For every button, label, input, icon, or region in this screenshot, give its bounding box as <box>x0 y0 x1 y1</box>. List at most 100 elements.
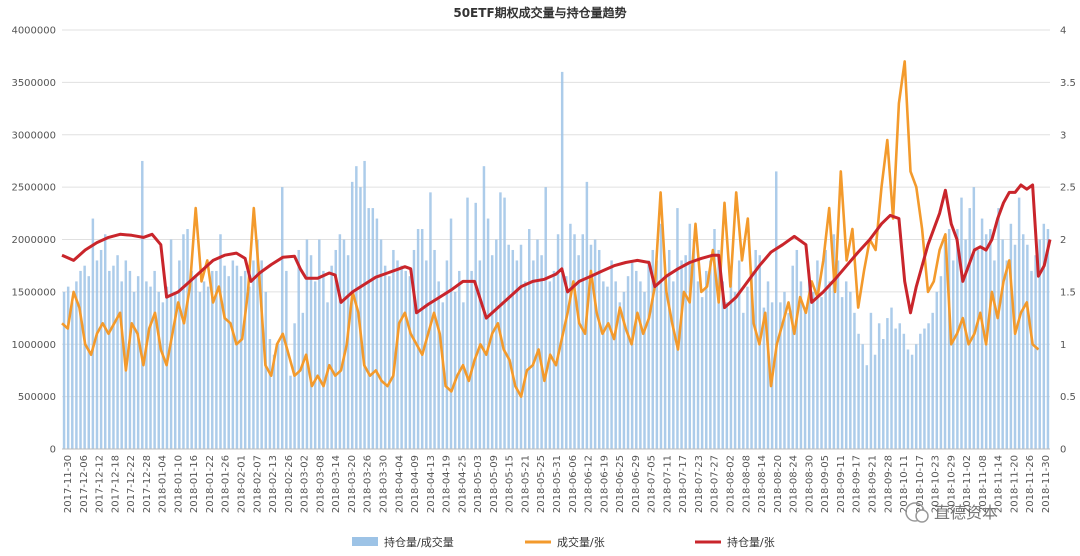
bar-190 <box>844 281 848 449</box>
bar-9 <box>99 249 103 449</box>
bar-86 <box>416 229 420 449</box>
bar-24 <box>161 302 165 449</box>
bar-188 <box>836 260 840 449</box>
bar-131 <box>602 281 605 449</box>
x-tick-label-5: 2017-12-28 <box>142 455 153 513</box>
x-tick-label-7: 2018-01-10 <box>173 455 184 513</box>
x-tick-label-33: 2018-06-12 <box>584 455 595 513</box>
volume-line <box>61 60 1040 398</box>
bar-235 <box>1030 270 1033 449</box>
bar-40 <box>227 276 230 449</box>
x-tick-label-18: 2018-03-20 <box>347 455 358 513</box>
bar-134 <box>614 281 617 449</box>
bar-230 <box>1009 223 1013 449</box>
bar-150 <box>680 260 683 449</box>
left-tick-label-6: 3000000 <box>11 130 56 141</box>
x-tick-label-46: 2018-08-24 <box>789 455 800 513</box>
bar-66 <box>334 249 337 449</box>
x-tick-label-20: 2018-03-30 <box>378 455 389 513</box>
bar-138 <box>630 260 634 449</box>
bar-62 <box>318 239 321 449</box>
bar-193 <box>857 333 860 449</box>
bar-70 <box>350 181 354 449</box>
bar-6 <box>87 276 90 449</box>
bar-91 <box>437 281 440 449</box>
bar-82 <box>400 265 403 449</box>
line-series <box>61 60 1052 398</box>
bar-225 <box>989 229 992 449</box>
bar-109 <box>511 249 515 449</box>
bar-114 <box>532 260 535 449</box>
x-tick-label-49: 2018-09-11 <box>836 455 847 513</box>
bar-126 <box>581 234 584 449</box>
x-tick-label-50: 2018-09-17 <box>852 455 863 513</box>
bar-157 <box>709 260 712 449</box>
bar-236 <box>1034 255 1037 449</box>
bar-227 <box>997 208 1000 449</box>
right-axis: 0 0.5 1 1.5 2 2.5 3 3.5 4 <box>1060 26 1076 456</box>
x-tick-label-41: 2018-07-27 <box>710 455 721 513</box>
x-tick-label-61: 2018-11-26 <box>1025 455 1036 513</box>
bar-123 <box>569 223 572 449</box>
x-tick-label-6: 2018-01-04 <box>158 455 169 513</box>
bar-95 <box>453 291 457 449</box>
bar-56 <box>293 323 296 449</box>
x-tick-label-2: 2017-12-12 <box>95 455 106 513</box>
x-tick-label-60: 2018-11-20 <box>1009 455 1020 513</box>
bar-43 <box>239 276 243 449</box>
bar-208 <box>919 333 922 449</box>
bar-76 <box>375 218 379 449</box>
bar-147 <box>667 249 671 449</box>
bar-185 <box>824 249 827 449</box>
bar-146 <box>663 270 667 449</box>
x-tick-label-62: 2018-11-30 <box>1041 455 1052 513</box>
bar-98 <box>466 197 469 449</box>
x-tick-label-11: 2018-02-01 <box>237 455 248 513</box>
bar-209 <box>923 328 926 449</box>
x-tick-label-17: 2018-03-14 <box>331 455 342 513</box>
bar-130 <box>597 249 601 449</box>
bar-207 <box>914 344 918 449</box>
bar-202 <box>894 328 897 449</box>
bar-234 <box>1026 244 1029 449</box>
x-tick-label-39: 2018-07-17 <box>678 455 689 513</box>
legend: 持仓量/成交量 成交量/张 持仓量/张 <box>352 535 775 549</box>
bar-28 <box>178 260 181 449</box>
bar-33 <box>198 291 202 449</box>
bar-78 <box>383 265 387 449</box>
bar-205 <box>906 349 910 449</box>
left-tick-label-7: 3500000 <box>11 78 56 89</box>
bar-171 <box>766 281 770 449</box>
bar-204 <box>902 333 906 449</box>
x-tick-label-27: 2018-05-09 <box>489 455 500 513</box>
bar-170 <box>762 307 766 449</box>
left-tick-label-3: 1500000 <box>11 287 56 298</box>
bar-4 <box>79 270 82 449</box>
x-tick-label-35: 2018-06-25 <box>615 455 626 513</box>
bar-145 <box>659 223 663 449</box>
bar-50 <box>268 339 272 449</box>
bar-158 <box>713 229 716 449</box>
bar-77 <box>379 239 383 449</box>
bar-94 <box>449 218 453 449</box>
x-tick-label-59: 2018-11-14 <box>994 455 1005 513</box>
bar-112 <box>523 281 527 449</box>
bar-187 <box>832 234 836 449</box>
bar-179 <box>799 281 803 449</box>
bar-151 <box>684 255 687 449</box>
bar-41 <box>231 260 235 449</box>
bar-110 <box>515 260 519 449</box>
bar-233 <box>1022 234 1025 449</box>
bar-169 <box>758 255 762 449</box>
bar-61 <box>313 281 317 449</box>
bar-174 <box>779 302 782 449</box>
bar-111 <box>519 244 523 449</box>
left-tick-label-1: 500000 <box>18 392 56 403</box>
bar-222 <box>976 249 980 449</box>
bar-92 <box>441 302 445 449</box>
x-tick-label-22: 2018-04-09 <box>410 455 421 513</box>
bar-107 <box>503 197 506 449</box>
bar-180 <box>803 307 807 449</box>
bar-143 <box>651 249 654 449</box>
